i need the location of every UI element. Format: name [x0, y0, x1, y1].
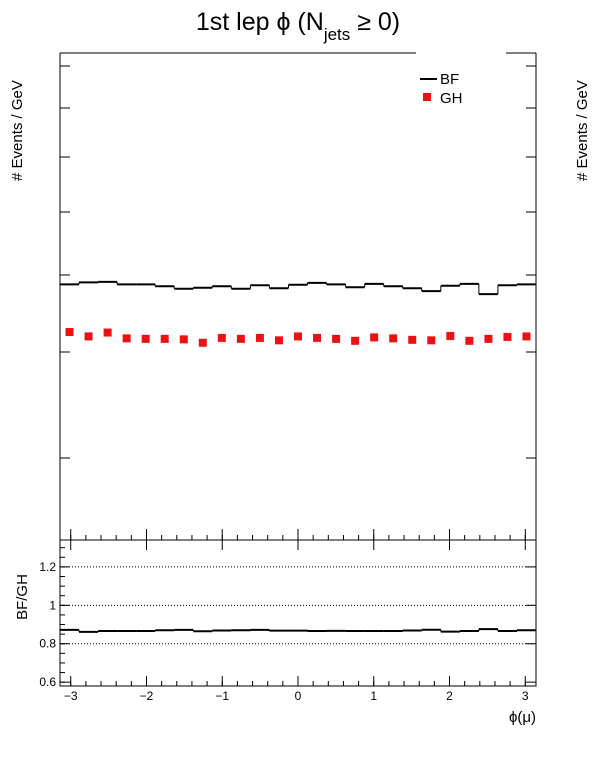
gh-marker: [446, 331, 455, 340]
main-axis-ticks: [60, 65, 536, 540]
title-subscript: jets: [323, 25, 350, 44]
chart-title: 1st lep ϕ (Njets ≥ 0): [196, 8, 400, 44]
ratio-y-tick-label: 1: [49, 598, 56, 612]
ratio-x-tick-label: 2: [446, 689, 453, 703]
legend-bf-label: BF: [440, 71, 459, 88]
gh-marker: [84, 332, 93, 341]
ratio-gridlines: [60, 566, 536, 645]
gh-marker: [503, 332, 512, 341]
title-prefix: 1st lep: [196, 8, 277, 36]
ratio-x-tick-label: −3: [64, 689, 78, 703]
ratio-x-tick-label: 0: [295, 689, 302, 703]
gh-marker: [484, 334, 493, 343]
gh-marker: [103, 328, 112, 337]
main-panel: # Events / GeV # Events / GeV: [9, 52, 591, 540]
gh-marker: [65, 328, 74, 337]
gh-marker: [179, 335, 188, 344]
gh-marker: [313, 333, 322, 342]
ratio-x-tick-label: 3: [522, 689, 529, 703]
ratio-y-tick-label: 1.2: [39, 560, 56, 574]
gh-marker: [274, 336, 283, 345]
gh-marker: [255, 333, 264, 342]
ratio-axis-ticks: 0.6 0.8 1 1.2 −3 −2 −1 0 1 2 3: [39, 540, 536, 703]
gh-marker: [122, 334, 131, 343]
main-series-group: [60, 280, 536, 347]
ratio-x-tick-label: −2: [140, 689, 154, 703]
gh-marker: [198, 338, 207, 347]
x-axis-phi-symbol: ϕ: [509, 709, 517, 726]
gh-marker: [370, 333, 379, 342]
title-condition: ≥ 0): [350, 8, 400, 36]
x-axis-title-rest: (μ): [517, 709, 536, 726]
ratio-panel: 0.6 0.8 1 1.2 −3 −2 −1 0 1 2 3 BF/GH ϕ(μ): [14, 539, 537, 726]
main-right-y-axis-title: # Events / GeV: [574, 80, 591, 181]
gh-marker: [465, 336, 474, 345]
ratio-y-tick-label: 0.6: [39, 675, 56, 689]
title-phi-symbol: ϕ: [276, 8, 290, 36]
ratio-series-group: [60, 628, 536, 633]
gh-marker: [351, 336, 360, 345]
gh-marker: [141, 334, 150, 343]
gh-marker: [217, 333, 226, 342]
gh-marker: [427, 336, 436, 345]
legend: BF GH: [420, 71, 463, 107]
ratio-x-tick-label: 1: [370, 689, 377, 703]
ratio-y-tick-label: 0.8: [39, 637, 56, 651]
main-y-axis-title: # Events / GeV: [9, 80, 26, 181]
legend-gh-swatch: [423, 93, 431, 101]
legend-gh-label: GH: [440, 90, 463, 107]
gh-marker: [522, 332, 531, 341]
gh-marker: [160, 334, 169, 343]
ratio-x-axis-title: ϕ(μ): [509, 709, 536, 726]
gh-marker: [294, 332, 302, 341]
gh-marker: [236, 334, 245, 343]
gh-marker: [332, 334, 341, 343]
ratio-y-axis-title: BF/GH: [14, 574, 31, 620]
title-paren: (N: [290, 8, 323, 36]
ratio-x-tick-label: −1: [215, 689, 229, 703]
gh-marker: [408, 335, 417, 344]
gh-marker: [389, 334, 398, 343]
